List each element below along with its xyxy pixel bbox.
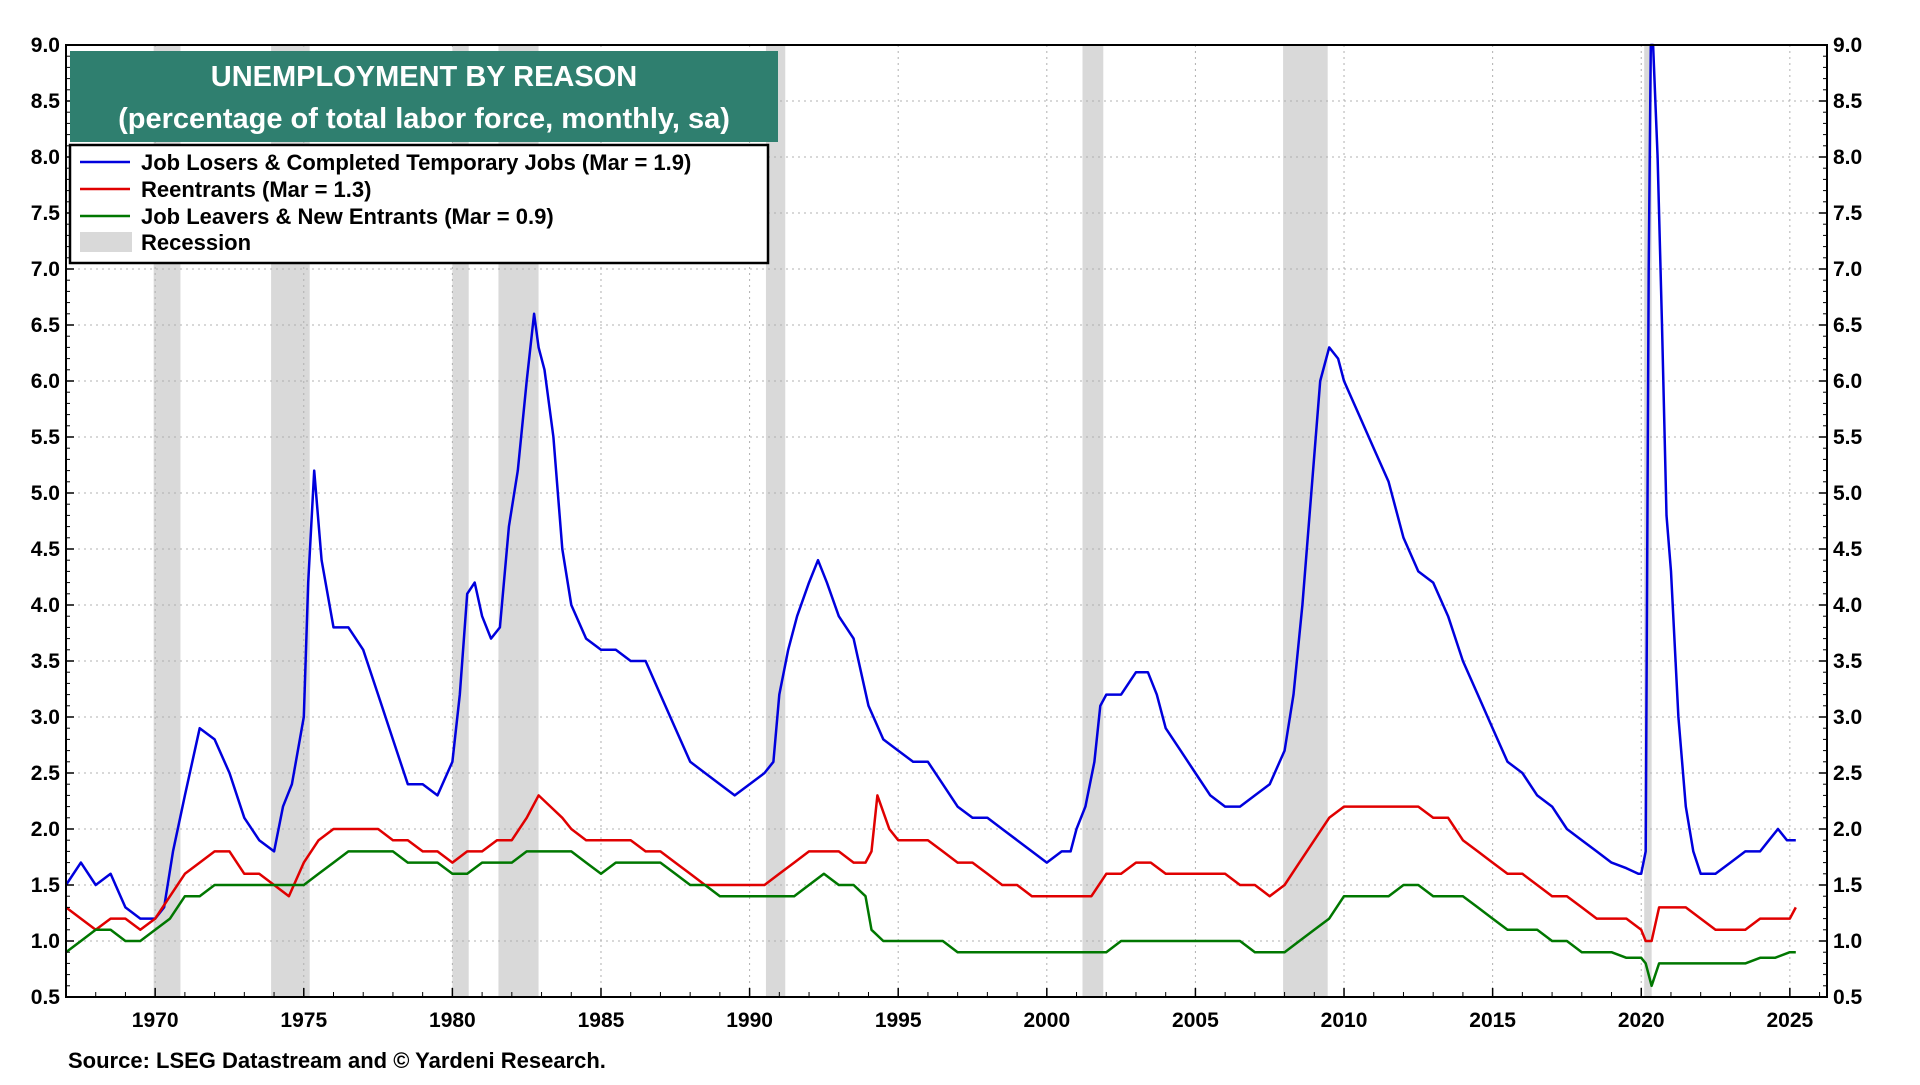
y-tick-label-left-9: 5.0 — [31, 482, 60, 505]
x-tick-label-4: 1990 — [726, 1009, 773, 1032]
y-tick-label-right-9: 5.0 — [1833, 482, 1862, 505]
legend-label-job-leavers: Job Leavers & New Entrants (Mar = 0.9) — [141, 204, 554, 229]
y-tick-label-left-10: 5.5 — [31, 426, 61, 449]
recession-band-6 — [1283, 45, 1328, 997]
axis-layer: 0.5 0.5 1.0 1.0 1.5 1.5 2.0 2.0 2.5 2.5 3.0 3.0 3.5 3… — [31, 34, 1863, 1032]
legend: Job Losers & Completed Temporary Jobs (M… — [68, 143, 770, 265]
x-tick-label-3: 1985 — [578, 1009, 625, 1032]
y-tick-label-right-17: 9.0 — [1833, 34, 1862, 57]
y-tick-label-right-16: 8.5 — [1833, 90, 1863, 113]
y-tick-label-right-14: 7.5 — [1833, 202, 1863, 225]
legend-label-reentrants: Reentrants (Mar = 1.3) — [141, 177, 371, 202]
y-tick-label-right-13: 7.0 — [1833, 258, 1862, 281]
y-tick-label-left-0: 0.5 — [31, 986, 61, 1009]
legend-label-recession: Recession — [141, 230, 251, 255]
title-background — [70, 51, 778, 142]
y-tick-label-left-12: 6.5 — [31, 314, 61, 337]
legend-swatch-recession — [80, 232, 132, 252]
x-tick-label-2: 1980 — [429, 1009, 476, 1032]
legend-label-job-losers: Job Losers & Completed Temporary Jobs (M… — [141, 150, 691, 175]
series-line-0 — [64, 43, 1796, 920]
x-tick-label-8: 2010 — [1321, 1009, 1368, 1032]
legend-box — [68, 143, 770, 265]
x-tick-label-1: 1975 — [280, 1009, 327, 1032]
y-tick-label-left-17: 9.0 — [31, 34, 60, 57]
series-line-1 — [65, 794, 1797, 943]
recession-band-2 — [452, 45, 469, 997]
y-tick-label-right-11: 6.0 — [1833, 370, 1862, 393]
x-tick-label-10: 2020 — [1618, 1009, 1665, 1032]
x-tick-label-0: 1970 — [132, 1009, 179, 1032]
source-note: Source: LSEG Datastream and © Yardeni Re… — [68, 1048, 606, 1073]
series-line-2 — [65, 850, 1796, 988]
y-tick-label-right-4: 2.5 — [1833, 762, 1863, 785]
y-tick-label-right-7: 4.0 — [1833, 594, 1862, 617]
y-tick-label-left-14: 7.5 — [31, 202, 61, 225]
x-tick-label-11: 2025 — [1766, 1009, 1813, 1032]
y-tick-label-left-11: 6.0 — [31, 370, 60, 393]
y-tick-label-left-6: 3.5 — [31, 650, 61, 673]
x-tick-label-5: 1995 — [875, 1009, 922, 1032]
y-tick-label-left-5: 3.0 — [31, 706, 60, 729]
x-tick-label-9: 2015 — [1469, 1009, 1516, 1032]
recession-band-5 — [1082, 45, 1104, 997]
recession-band-4 — [765, 45, 786, 997]
y-tick-label-right-1: 1.0 — [1833, 930, 1862, 953]
y-tick-label-left-4: 2.5 — [31, 762, 61, 785]
y-tick-label-left-1: 1.0 — [31, 930, 60, 953]
y-tick-label-left-13: 7.0 — [31, 258, 60, 281]
y-tick-label-right-15: 8.0 — [1833, 146, 1862, 169]
chart-title: UNEMPLOYMENT BY REASON — [211, 61, 637, 93]
y-tick-label-right-5: 3.0 — [1833, 706, 1862, 729]
y-tick-label-right-3: 2.0 — [1833, 818, 1862, 841]
y-tick-label-right-12: 6.5 — [1833, 314, 1863, 337]
series-layer — [64, 43, 1797, 988]
y-tick-label-left-3: 2.0 — [31, 818, 60, 841]
y-tick-label-right-10: 5.5 — [1833, 426, 1863, 449]
x-tick-label-7: 2005 — [1172, 1009, 1219, 1032]
y-tick-label-right-2: 1.5 — [1833, 874, 1863, 897]
x-tick-label-6: 2000 — [1023, 1009, 1070, 1032]
y-tick-label-left-15: 8.0 — [31, 146, 60, 169]
y-tick-label-left-2: 1.5 — [31, 874, 61, 897]
chart-subtitle: (percentage of total labor force, monthl… — [118, 103, 730, 135]
plot-frame — [65, 44, 1828, 998]
y-tick-label-left-7: 4.0 — [31, 594, 60, 617]
y-tick-label-left-8: 4.5 — [31, 538, 61, 561]
y-tick-label-right-6: 3.5 — [1833, 650, 1863, 673]
y-tick-label-left-16: 8.5 — [31, 90, 61, 113]
title-box: UNEMPLOYMENT BY REASON (percentage of to… — [70, 51, 778, 142]
y-tick-label-right-0: 0.5 — [1833, 986, 1863, 1009]
y-tick-label-right-8: 4.5 — [1833, 538, 1863, 561]
